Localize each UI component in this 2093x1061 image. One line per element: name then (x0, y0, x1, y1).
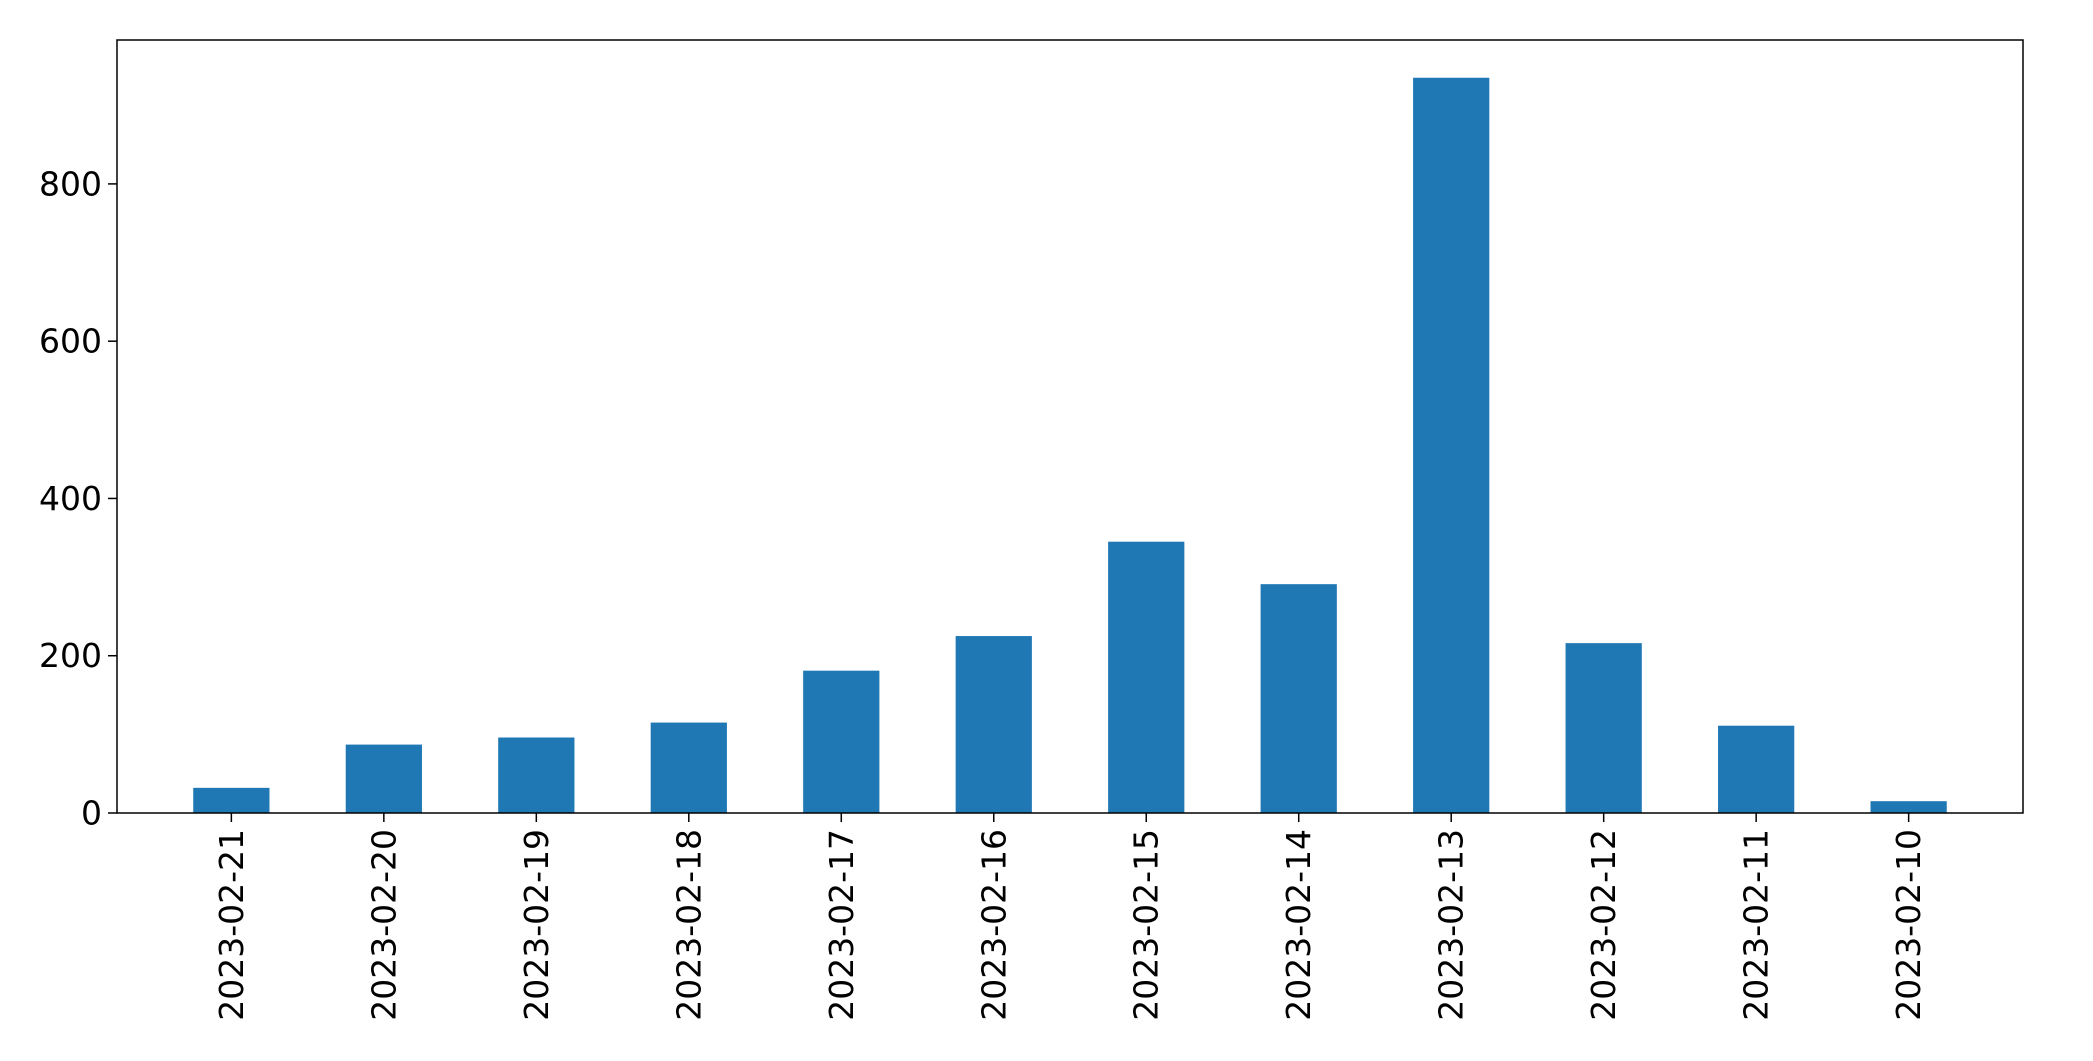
x-tick-label: 2023-02-14 (1279, 829, 1318, 1021)
x-tick-label: 2023-02-11 (1737, 829, 1776, 1021)
x-axis: 2023-02-21 2023-02-20 2023-02-19 2023-02-18… (212, 813, 1928, 1021)
y-tick-label: 800 (39, 164, 102, 203)
x-tick-label: 2023-02-12 (1584, 829, 1623, 1021)
bar-2023-02-10 (1870, 801, 1947, 813)
x-tick-label: 2023-02-16 (974, 829, 1013, 1021)
x-tick-label: 2023-02-21 (212, 829, 251, 1021)
x-tick-label: 2023-02-10 (1889, 829, 1928, 1021)
y-tick-label: 200 (39, 636, 102, 675)
bar-2023-02-15 (1108, 541, 1185, 813)
x-tick-label: 2023-02-15 (1127, 829, 1166, 1021)
y-tick-label: 400 (39, 479, 102, 518)
bar-2023-02-11 (1718, 725, 1795, 813)
bar-2023-02-20 (345, 744, 422, 813)
bar-2023-02-19 (498, 737, 575, 813)
x-tick-label: 2023-02-17 (822, 829, 861, 1021)
bar-2023-02-16 (955, 636, 1032, 813)
bar-2023-02-21 (193, 787, 270, 813)
y-axis: 0 200 400 600 800 (39, 164, 117, 833)
bar-2023-02-14 (1260, 584, 1337, 813)
x-tick-label: 2023-02-20 (364, 829, 403, 1021)
plot-frame (116, 39, 2024, 814)
bar-2023-02-13 (1413, 77, 1490, 813)
x-tick-label: 2023-02-13 (1432, 829, 1471, 1021)
bar-2023-02-17 (803, 670, 880, 813)
y-tick-label: 0 (81, 794, 102, 833)
bar-2023-02-12 (1565, 643, 1642, 813)
bar-2023-02-18 (650, 722, 727, 813)
bars-group (193, 77, 1947, 813)
y-tick-label: 600 (39, 322, 102, 361)
x-tick-label: 2023-02-19 (517, 829, 556, 1021)
x-tick-label: 2023-02-18 (669, 829, 708, 1021)
